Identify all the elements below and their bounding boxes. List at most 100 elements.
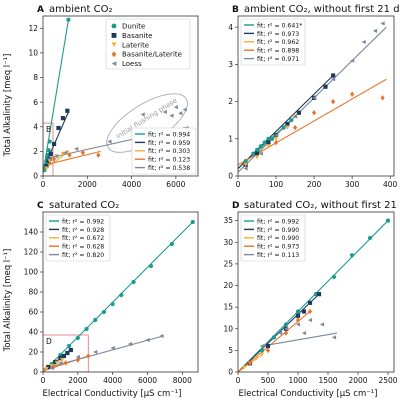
fit-legend-box xyxy=(240,18,306,66)
panel-title: ambient CO₂ xyxy=(49,4,112,15)
data-point-laterite xyxy=(60,357,65,363)
data-point-basanite_laterite xyxy=(80,149,85,156)
data-point-loess xyxy=(110,345,115,351)
x-tick-label: 300 xyxy=(345,180,360,189)
data-point-basanite xyxy=(301,309,307,314)
y-tick-label: 0 xyxy=(228,172,233,181)
y-tick-label: 140 xyxy=(24,228,39,237)
data-point-basanite xyxy=(60,116,66,121)
material-legend-label: Laterite xyxy=(122,41,149,49)
data-point-dunite xyxy=(66,17,71,22)
data-point-loess xyxy=(259,343,265,349)
panel-letter: C xyxy=(37,201,44,211)
data-point-loess xyxy=(331,77,336,82)
data-point-dunite xyxy=(281,125,286,130)
data-point-loess xyxy=(292,114,298,119)
data-point-loess xyxy=(372,28,378,33)
data-point-basanite_laterite xyxy=(350,91,355,97)
data-point-basanite_laterite xyxy=(67,152,72,158)
data-point-dunite xyxy=(148,263,154,269)
y-tick-label: 2 xyxy=(228,97,233,106)
data-point-basanite xyxy=(323,84,328,89)
data-point-basanite xyxy=(68,347,73,353)
data-point-laterite xyxy=(241,365,247,370)
data-point-laterite xyxy=(285,125,290,130)
data-point-loess xyxy=(74,146,79,152)
fit-line xyxy=(238,78,387,166)
material-legend-label: Basanite/Laterite xyxy=(122,51,182,59)
panel-title: saturated CO₂, without first 21 days xyxy=(244,200,400,211)
data-point-laterite xyxy=(49,363,54,369)
inset-label: D xyxy=(46,337,52,346)
legend-marker xyxy=(111,33,117,38)
data-point-basanite xyxy=(44,164,49,169)
data-point-loess xyxy=(311,95,317,100)
data-point-dunite xyxy=(67,343,72,349)
data-point-laterite xyxy=(259,352,265,357)
data-point-loess xyxy=(63,150,68,155)
fit-line xyxy=(44,152,68,170)
fit-legend-label: fit; r² = 0.971 xyxy=(257,56,299,63)
fit-legend-label: fit; r² = 0.962 xyxy=(257,39,299,46)
fit-legend-label: fit; r² = 0.990 xyxy=(257,235,299,242)
y-tick-label: 10 xyxy=(28,49,38,58)
x-tick-label: 0 xyxy=(236,180,241,189)
panel-data xyxy=(43,219,195,372)
y-tick-label: 120 xyxy=(24,248,39,257)
y-tick-label: 100 xyxy=(24,268,39,277)
x-tick-label: 8000 xyxy=(173,376,192,385)
panel-letter: A xyxy=(37,5,44,15)
x-tick-label: 4000 xyxy=(103,376,122,385)
data-point-dunite xyxy=(271,335,277,340)
data-point-dunite xyxy=(258,144,263,149)
data-point-laterite xyxy=(44,166,49,171)
data-point-basanite xyxy=(46,159,51,164)
x-tick-label: 4000 xyxy=(122,180,141,189)
fit-legend-label: fit; r² = 0.641* xyxy=(257,22,302,29)
data-point-dunite xyxy=(251,151,256,156)
data-point-basanite xyxy=(65,108,70,113)
fit-legend-box xyxy=(131,127,197,175)
fit-legend-label: fit; r² = 0.973 xyxy=(257,244,299,251)
y-tick-label: 4 xyxy=(33,122,38,131)
data-point-basanite xyxy=(296,110,301,115)
data-point-basanite_laterite xyxy=(307,308,313,315)
axes-frame xyxy=(42,211,199,373)
x-tick-label: 500 xyxy=(261,376,276,385)
x-tick-label: 0 xyxy=(41,376,46,385)
fit-line xyxy=(45,150,101,166)
y-tick-label: 1 xyxy=(228,134,233,143)
fit-legend-label: fit; r² = 0.303 xyxy=(148,148,190,155)
data-point-loess xyxy=(361,39,366,45)
data-point-basanite xyxy=(65,350,70,356)
y-tick-label: 0 xyxy=(33,172,38,181)
x-tick-label: 400 xyxy=(383,180,398,189)
xlabel-left: Electrical Conductivity [μS cm⁻¹] xyxy=(43,389,182,399)
legend-marker xyxy=(111,42,117,48)
data-point-dunite xyxy=(119,292,124,298)
y-tick-label: 8 xyxy=(33,73,38,82)
axes-frame xyxy=(42,15,199,177)
data-point-basanite_laterite xyxy=(63,360,68,366)
x-tick-label: 1000 xyxy=(288,376,307,385)
fit-legend-label: fit; r² = 0.973 xyxy=(257,31,299,38)
fit-line xyxy=(43,19,70,174)
data-point-loess xyxy=(145,337,150,343)
data-point-basanite_laterite xyxy=(247,360,253,367)
fit-legend-label: fit; r² = 0.123 xyxy=(148,157,190,164)
material-legend-label: Loess xyxy=(122,60,142,68)
data-point-dunite xyxy=(295,309,301,314)
data-point-dunite xyxy=(93,317,98,323)
panel-title: saturated CO₂ xyxy=(49,200,119,211)
y-tick-label: 2 xyxy=(33,147,38,156)
data-point-dunite xyxy=(75,335,80,341)
data-point-loess xyxy=(307,318,313,323)
data-point-basanite xyxy=(285,121,290,127)
data-point-loess xyxy=(173,104,178,110)
data-point-dunite xyxy=(262,140,267,145)
data-point-loess xyxy=(178,111,183,116)
panel-data xyxy=(238,21,387,173)
